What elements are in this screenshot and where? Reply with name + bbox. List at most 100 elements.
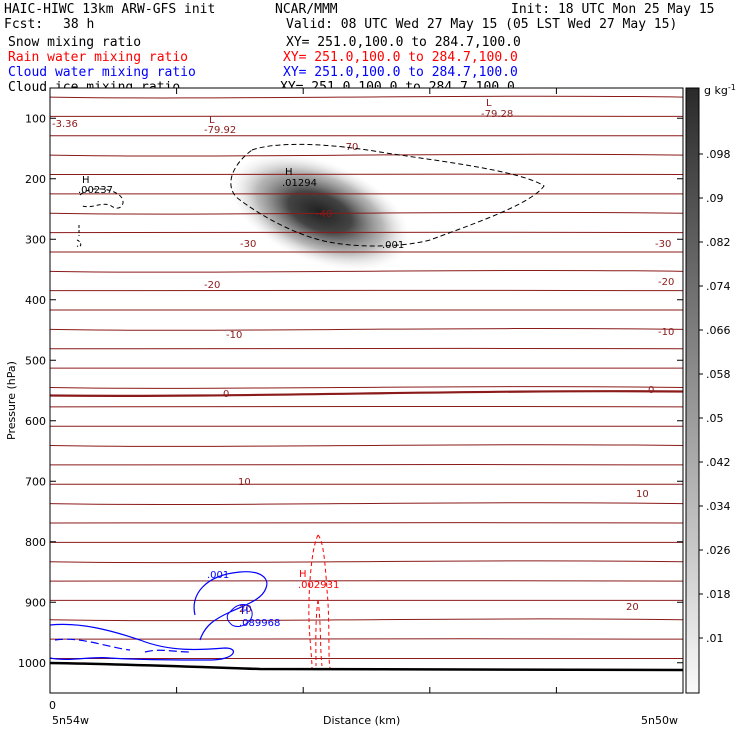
isotherm-line [50, 522, 683, 524]
field-rain-name: Rain water mixing ratio [8, 50, 188, 65]
high-marker: H [241, 606, 249, 617]
isotherm-line [50, 386, 683, 389]
colorbar-unit: g kg-1 [704, 83, 736, 97]
forecast-hour: 38 h [63, 17, 94, 32]
colorbar-ramp [685, 87, 700, 694]
cloud-water-contour-inner [226, 604, 253, 627]
header: HAIC-HIWC 13km ARW-GFS init NCAR/MMM Ini… [4, 2, 715, 95]
colorbar-tick-label: .026 [706, 544, 731, 557]
y-axis-title: Pressure (hPa) [5, 361, 18, 440]
colorbar-ticks: .098 .09 .082 .074 .066 .058 .05 .042 .034 .026 .0… [699, 148, 731, 645]
isotherm-label: 0 [223, 389, 229, 400]
y-tick-label: 600 [25, 415, 46, 428]
isotherm-label: -40 [316, 209, 332, 220]
cloud-water-contour [193, 571, 268, 641]
isotherm-label: 0 [648, 385, 654, 396]
snow-shading [229, 153, 411, 271]
colorbar-tick-label: .01 [706, 632, 724, 645]
isotherm-label: -10 [658, 327, 674, 338]
colorbar-tick-label: .066 [706, 324, 731, 337]
field-cloudwater-name: Cloud water mixing ratio [8, 65, 196, 80]
cloud-ice-contour-tiny [76, 225, 82, 247]
y-tick-label: 900 [25, 596, 46, 609]
isotherm-line [50, 289, 683, 292]
valid-time: Valid: 08 UTC Wed 27 May 15 (05 LST Wed … [286, 17, 677, 32]
x-zero-label: 0 [49, 699, 56, 712]
rain-water-contour [308, 534, 331, 669]
freezing-level-line [50, 390, 683, 397]
isotherm-line [50, 95, 683, 99]
x-axis [49, 88, 684, 693]
isotherms [50, 95, 683, 660]
init-time: Init: 18 UTC Mon 25 May 15 [511, 2, 715, 17]
colorbar-tick-label: .058 [706, 368, 731, 381]
isotherm-line [50, 618, 683, 622]
colorbar-tick-label: .042 [706, 456, 731, 469]
isotherm-line [50, 580, 683, 583]
isotherm-line [50, 211, 683, 215]
isotherm-label: -10 [226, 330, 242, 341]
field-snow-xy: XY= 251.0,100.0 to 284.7,100.0 [286, 35, 521, 50]
forecast-label: Fcst: [4, 17, 43, 32]
low-value: -79.92 [204, 125, 236, 136]
isotherm-line [50, 153, 683, 157]
cloud-water-contour-low2 [54, 638, 191, 653]
colorbar-tick-label: .05 [706, 412, 724, 425]
isotherm-label: -20 [204, 280, 220, 291]
high-marker: H [285, 167, 293, 178]
high-value: .089968 [239, 618, 280, 629]
y-tick-label: 1000 [18, 657, 46, 670]
cloud-ice-contour [230, 143, 545, 247]
colorbar-tick-label: .034 [706, 500, 731, 513]
organization: NCAR/MMM [275, 2, 338, 17]
colorbar-tick-label: .018 [706, 588, 731, 601]
isotherm-line [50, 231, 683, 234]
y-tick-label: 200 [25, 173, 46, 186]
isotherm-line [50, 463, 683, 466]
cloud-contour-label: .001 [382, 240, 404, 251]
cloud-contour-label: .001 [207, 570, 229, 581]
field-rain-xy: XY= 251.0,100.0 to 284.7,100.0 [283, 50, 518, 65]
isotherm-line [50, 444, 683, 447]
y-tick-label: 800 [25, 536, 46, 549]
plot-frame [49, 87, 684, 694]
isotherm-line [50, 405, 683, 408]
colorbar: g kg-1 .098 .09 .082 .074 .066 .058 .05 .042 .03… [685, 83, 736, 694]
x-right-label: 5n50w [641, 714, 678, 727]
terrain-line [50, 661, 683, 672]
colorbar-tick-label: .098 [706, 148, 731, 161]
high-value: .00237 [78, 185, 113, 196]
isotherm-line [50, 347, 683, 350]
edge-value: -3.36 [52, 119, 78, 130]
high-value: .002931 [298, 580, 339, 591]
field-snow-name: Snow mixing ratio [8, 35, 141, 50]
y-tick-label: 400 [25, 294, 46, 307]
isotherm-line [50, 115, 683, 118]
colorbar-tick-label: .074 [706, 280, 731, 293]
high-marker: H [82, 175, 90, 186]
isotherm-label: 20 [626, 602, 639, 613]
high-marker: H [299, 569, 307, 580]
y-tick-label: 700 [25, 475, 46, 488]
isotherm-line [50, 560, 683, 564]
y-tick-label: 300 [25, 233, 46, 246]
isotherm-line [50, 173, 683, 176]
x-left-label: 5n54w [52, 714, 89, 727]
isotherm-label: -20 [658, 277, 674, 288]
isotherm-line [50, 502, 683, 505]
low-marker: L [486, 98, 492, 109]
isotherm-label: -30 [240, 239, 256, 250]
cloud-water-contour-low [50, 623, 235, 661]
isotherm-line [50, 328, 683, 331]
colorbar-tick-label: .082 [706, 236, 731, 249]
isotherm-label: 20 [239, 604, 252, 615]
isotherm-label: -30 [655, 239, 671, 250]
field-cloudwater-xy: XY= 251.0,100.0 to 284.7,100.0 [283, 65, 518, 80]
cloud-ice-contour-small [79, 188, 124, 209]
colorbar-tick-label: .09 [706, 192, 724, 205]
extrema-labels: L -79.92 L -79.28 -3.36 H .00237 H .0129… [52, 98, 513, 629]
isotherm-line [50, 638, 683, 641]
y-tick-label: 100 [25, 112, 46, 125]
isotherm-label: 10 [238, 477, 251, 488]
